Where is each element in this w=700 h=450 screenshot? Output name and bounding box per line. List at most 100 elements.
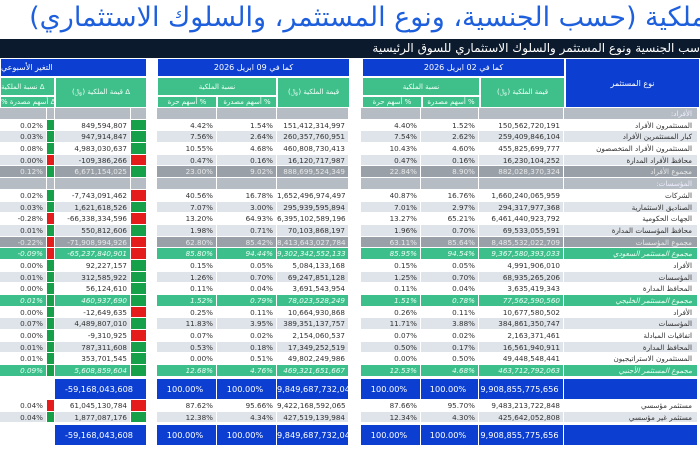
spacer: [349, 248, 361, 260]
weekly-pct-cell: 0.00%: [0, 330, 47, 342]
apr09-issued-pct-cell: 100.00%: [217, 378, 277, 400]
apr09-issued-pct-cell: 85.42%: [217, 236, 277, 249]
section-header-row: الأفراد:: [0, 108, 700, 120]
weekly-pct-indicator: [47, 143, 55, 155]
apr02-value-cell: 16,561,940,911: [479, 341, 564, 354]
increase-indicator-icon: [131, 318, 146, 330]
weekly-value-cell: 6,671,154,025: [55, 166, 131, 179]
total-row: -0.09% -65,237,840,901 85.80% 94.44% 9,302,3…: [0, 248, 700, 260]
apr09-issued-pct-cell: 16.78%: [217, 189, 277, 202]
spacer: [147, 306, 157, 319]
apr09-free-pct-cell: 0.15%: [157, 259, 217, 272]
apr02-value-cell: 3,635,419,343: [479, 283, 564, 295]
total-row: -0.22% -71,908,994,926 62.80% 85.42% 8,413,6…: [0, 236, 700, 249]
table-row: 0.00% 92,227,157 0.15% 0.05% 5,084,133,168 0.…: [0, 259, 700, 272]
apr09-value-cell: 1,652,496,974,497: [277, 189, 349, 202]
table-row: 0.01% 787,311,608 0.53% 0.18% 17,349,252,519…: [0, 341, 700, 354]
weekly-value-indicator: [131, 295, 147, 307]
apr09-issued-pct-cell: 0.51%: [217, 353, 277, 366]
apr02-value-cell: 455,825,699,777: [479, 143, 564, 155]
header-apr09-pct: نسبة الملكية: [157, 77, 277, 96]
weekly-value-cell: 787,311,608: [55, 341, 131, 354]
weekly-pct-cell: 0.12%: [0, 166, 47, 179]
table-row: 0.07% 4,489,807,010 11.83% 3.95% 389,351,137…: [0, 318, 700, 331]
apr02-free-pct-cell: [361, 178, 421, 190]
apr09-issued-pct-cell: 9.02%: [217, 166, 277, 179]
spacer: [147, 154, 157, 167]
decrease-indicator-icon: [131, 236, 146, 248]
apr02-value-cell: 150,562,720,191: [479, 119, 564, 132]
investor-type-label: [564, 378, 698, 400]
spacer: [349, 330, 361, 342]
increase-indicator-icon: [47, 341, 54, 353]
apr09-value-cell: 389,351,137,757: [277, 318, 349, 331]
investor-type-label: مجموع المستثمر الخليجي: [564, 295, 698, 307]
table-row: 0.08% 4,983,030,637 10.55% 4.68% 460,808,730…: [0, 143, 700, 155]
apr02-issued-pct-cell: 0.05%: [421, 259, 479, 272]
apr09-free-pct-cell: 0.47%: [157, 154, 217, 167]
apr09-issued-pct-cell: 3.00%: [217, 201, 277, 214]
apr09-issued-pct-cell: 2.64%: [217, 131, 277, 144]
table-row: 0.00% -12,649,635 0.25% 0.11% 10,664,930,868…: [0, 306, 700, 319]
decrease-indicator-icon: [47, 248, 54, 259]
apr02-free-pct-cell: [361, 108, 421, 120]
weekly-pct-indicator: [47, 283, 55, 295]
weekly-value-indicator: [131, 318, 147, 331]
investor-type-label: المستثمرون الأفراد: [564, 119, 698, 132]
apr02-value-cell: 49,448,548,441: [479, 353, 564, 366]
weekly-value-cell: 61,045,130,784: [55, 399, 131, 412]
weekly-pct-cell: [0, 378, 47, 400]
apr09-issued-pct-cell: [217, 108, 277, 120]
apr02-free-pct-cell: 0.26%: [361, 306, 421, 319]
weekly-value-indicator: [131, 353, 147, 366]
investor-type-label: مستثمر مؤسسي: [564, 399, 698, 412]
apr02-issued-pct-cell: 0.78%: [421, 295, 479, 307]
apr09-issued-pct-cell: 0.70%: [217, 271, 277, 284]
apr02-value-cell: [479, 108, 564, 120]
weekly-value-indicator: [131, 224, 147, 237]
apr02-issued-pct-cell: 0.17%: [421, 341, 479, 354]
increase-indicator-icon: [47, 259, 54, 271]
increase-indicator-icon: [131, 131, 146, 143]
apr09-value-cell: 16,120,717,987: [277, 154, 349, 167]
apr02-value-cell: 2,163,371,461: [479, 330, 564, 342]
apr09-issued-pct-cell: 3.95%: [217, 318, 277, 331]
apr02-value-cell: 1,660,240,065,959: [479, 189, 564, 202]
spacer: [349, 271, 361, 284]
weekly-pct-cell: 0.00%: [0, 306, 47, 319]
apr09-free-pct-cell: 7.56%: [157, 131, 217, 144]
apr09-value-cell: 9,422,168,592,065: [277, 399, 349, 412]
spacer: [349, 178, 361, 190]
apr02-issued-pct-cell: 95.70%: [421, 399, 479, 412]
apr09-free-pct-cell: 12.68%: [157, 365, 217, 377]
weekly-value-cell: 1,621,618,526: [55, 201, 131, 214]
weekly-pct-cell: 0.01%: [0, 353, 47, 366]
apr09-free-pct-cell: 62.80%: [157, 236, 217, 249]
table-row: -0.28% -66,338,334,596 13.20% 64.93% 6,395,1…: [0, 213, 700, 225]
table-row: 0.00% -109,386,266 0.47% 0.16% 16,120,717,98…: [0, 154, 700, 167]
apr09-value-cell: 460,808,730,413: [277, 143, 349, 155]
weekly-pct-indicator: [47, 236, 55, 249]
spacer: [349, 378, 361, 400]
apr02-issued-pct-cell: 0.16%: [421, 154, 479, 167]
spacer: [349, 295, 361, 307]
spacer: [147, 201, 157, 214]
total-row: 0.09% 5,608,859,604 12.68% 4.76% 469,321,651…: [0, 365, 700, 377]
spacer: [147, 213, 157, 225]
apr09-free-pct-cell: 1.98%: [157, 224, 217, 237]
apr09-free-pct-cell: 0.07%: [157, 330, 217, 342]
apr02-issued-pct-cell: 4.60%: [421, 143, 479, 155]
decrease-indicator-icon: [47, 154, 54, 166]
apr02-issued-pct-cell: 4.68%: [421, 365, 479, 377]
apr02-issued-pct-cell: [421, 178, 479, 190]
apr02-issued-pct-cell: 85.64%: [421, 236, 479, 249]
apr02-free-pct-cell: 13.27%: [361, 213, 421, 225]
header-group-weekly: التغير الأسبوعي: [0, 58, 147, 77]
apr02-free-pct-cell: 85.95%: [361, 248, 421, 260]
investor-type-label: محافظ الأفراد المدارة: [564, 154, 698, 167]
apr09-free-pct-cell: 4.42%: [157, 119, 217, 132]
weekly-pct-cell: [0, 425, 47, 447]
investor-type-label: الأفراد: [564, 306, 698, 319]
weekly-value-cell: 1,877,087,176: [55, 411, 131, 424]
weekly-value-cell: [55, 178, 131, 190]
